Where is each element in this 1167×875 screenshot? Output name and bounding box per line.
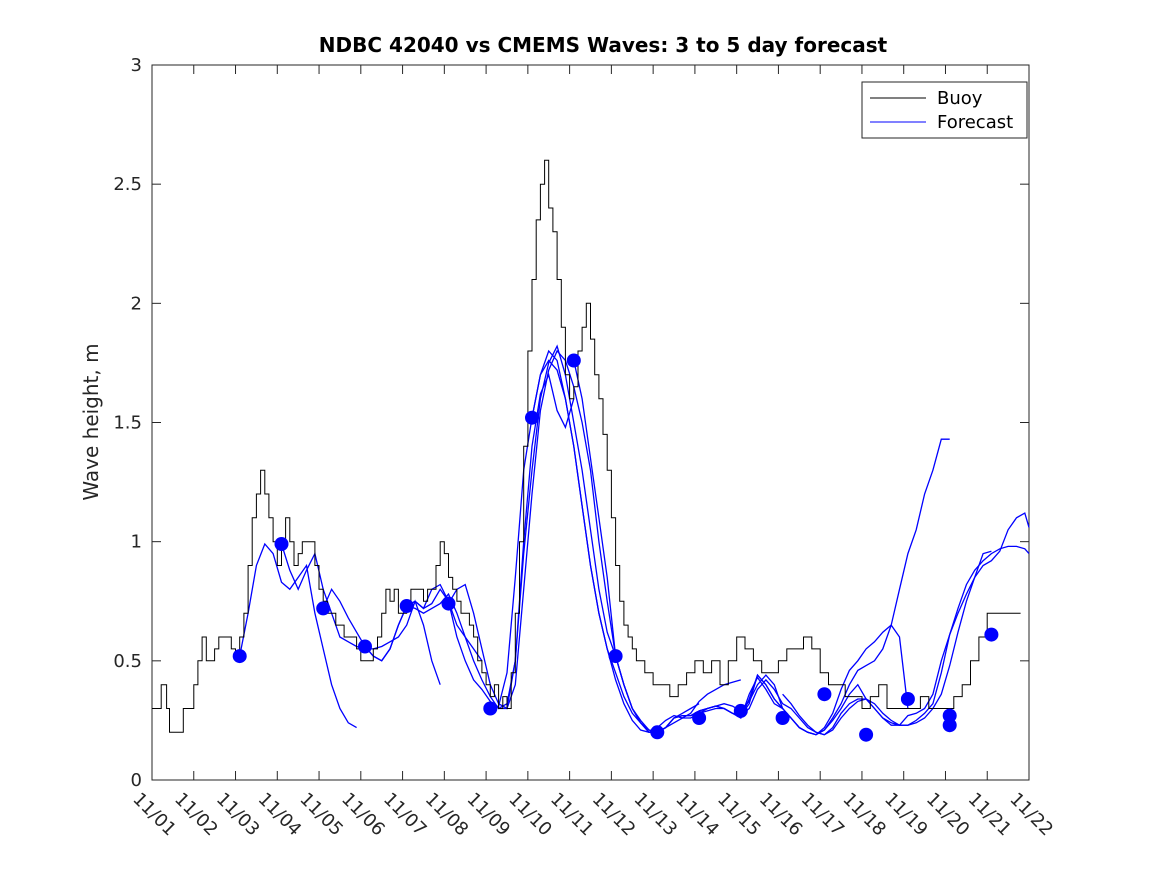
y-tick-label-6: 3 — [131, 55, 142, 76]
legend: Buoy Forecast — [861, 81, 1028, 139]
forecast-marker-7 — [483, 701, 498, 716]
buoy-line — [152, 159, 1021, 733]
forecast-marker-20 — [984, 627, 999, 642]
series-layer — [152, 159, 1030, 742]
forecast-marker-11 — [650, 725, 665, 740]
plot-area — [151, 64, 1030, 781]
legend-label-forecast: Forecast — [937, 112, 1013, 133]
forecast-marker-12 — [692, 711, 707, 725]
forecast-marker-4 — [358, 639, 372, 654]
chart-title: NDBC 42040 vs CMEMS Waves: 3 to 5 day fo… — [319, 33, 888, 57]
forecast-marker-8 — [525, 410, 539, 425]
forecast-marker-10 — [608, 649, 623, 664]
y-axis-label: Wave height, m — [79, 343, 103, 500]
forecast-marker-2 — [274, 537, 289, 551]
y-tick-label-5: 2.5 — [113, 174, 142, 195]
y-tick-label-1: 0.5 — [113, 651, 142, 672]
y-tick-label-2: 1 — [131, 532, 142, 553]
forecast-line-14 — [782, 550, 992, 736]
y-tick-label-4: 2 — [131, 293, 142, 314]
forecast-marker-17 — [900, 692, 915, 706]
forecast-marker-19 — [942, 718, 957, 733]
forecast-marker-3 — [316, 601, 331, 616]
y-tick-label-0: 0 — [131, 770, 142, 791]
forecast-marker-14 — [775, 711, 790, 725]
forecast-line-1 — [239, 542, 357, 729]
forecast-marker-5 — [399, 599, 414, 613]
forecast-marker-15 — [817, 687, 832, 702]
forecast-marker-18 — [942, 708, 957, 723]
forecast-line-4 — [364, 372, 575, 710]
forecast-line-16 — [865, 545, 1030, 726]
forecast-marker-16 — [859, 727, 874, 742]
forecast-line-8 — [531, 349, 741, 733]
legend-label-buoy: Buoy — [937, 88, 983, 109]
y-tick-label-3: 1.5 — [113, 413, 142, 434]
forecast-marker-1 — [232, 649, 247, 664]
forecast-marker-6 — [441, 596, 456, 611]
forecast-marker-9 — [566, 353, 581, 368]
legend-box — [861, 81, 1028, 139]
forecast-marker-13 — [733, 703, 748, 718]
forecast-line-10 — [614, 655, 825, 736]
